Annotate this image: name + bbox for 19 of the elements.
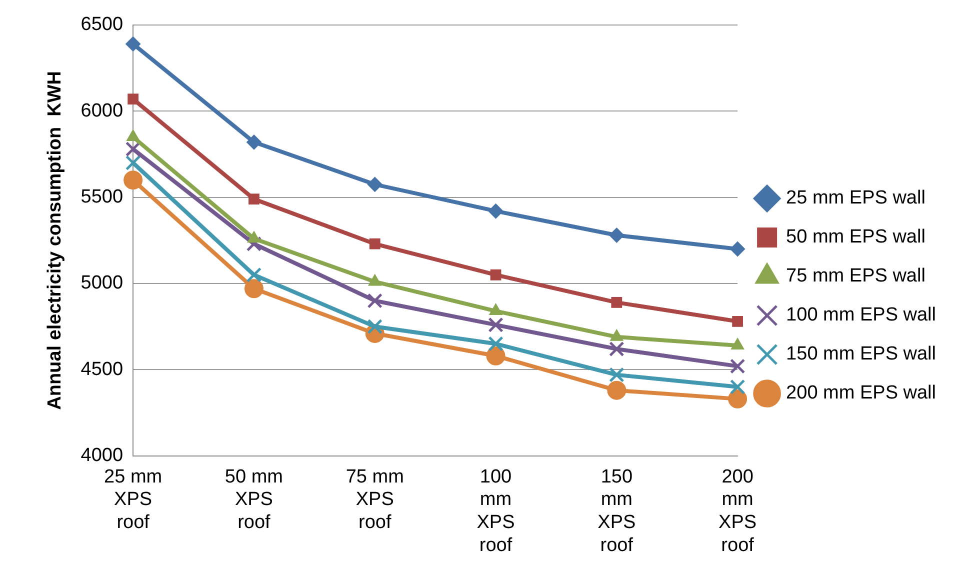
x-tick-label: 100 mm XPS roof — [476, 466, 515, 556]
y-tick-label: 4000 — [80, 445, 124, 466]
x-tick-label: 50 mm XPS roof — [224, 466, 284, 534]
x-tick-label: 150 mm XPS roof — [598, 466, 636, 556]
y-tick-label: 5000 — [80, 272, 124, 294]
y-tick-label: 4500 — [80, 358, 124, 380]
y-tick-label: 5500 — [80, 186, 124, 208]
x-tick-label: 75 mm XPS roof — [346, 466, 404, 534]
legend-label: 150 mm EPS wall — [786, 344, 936, 365]
x-tick-label: 200 mm XPS roof — [718, 466, 757, 556]
legend-label: 75 mm EPS wall — [786, 266, 926, 287]
y-tick-label: 6500 — [80, 14, 124, 36]
y-axis-title: Annual electricity consumption KWH — [44, 70, 66, 410]
legend-label: 50 mm EPS wall — [786, 226, 926, 248]
x-tick-label: 25 mm XPS roof — [104, 466, 162, 534]
y-tick-label: 6000 — [80, 100, 124, 122]
legend-label: 200 mm EPS wall — [786, 382, 936, 404]
legend-label: 100 mm EPS wall — [786, 304, 936, 326]
legend-label: 25 mm EPS wall — [786, 188, 926, 209]
